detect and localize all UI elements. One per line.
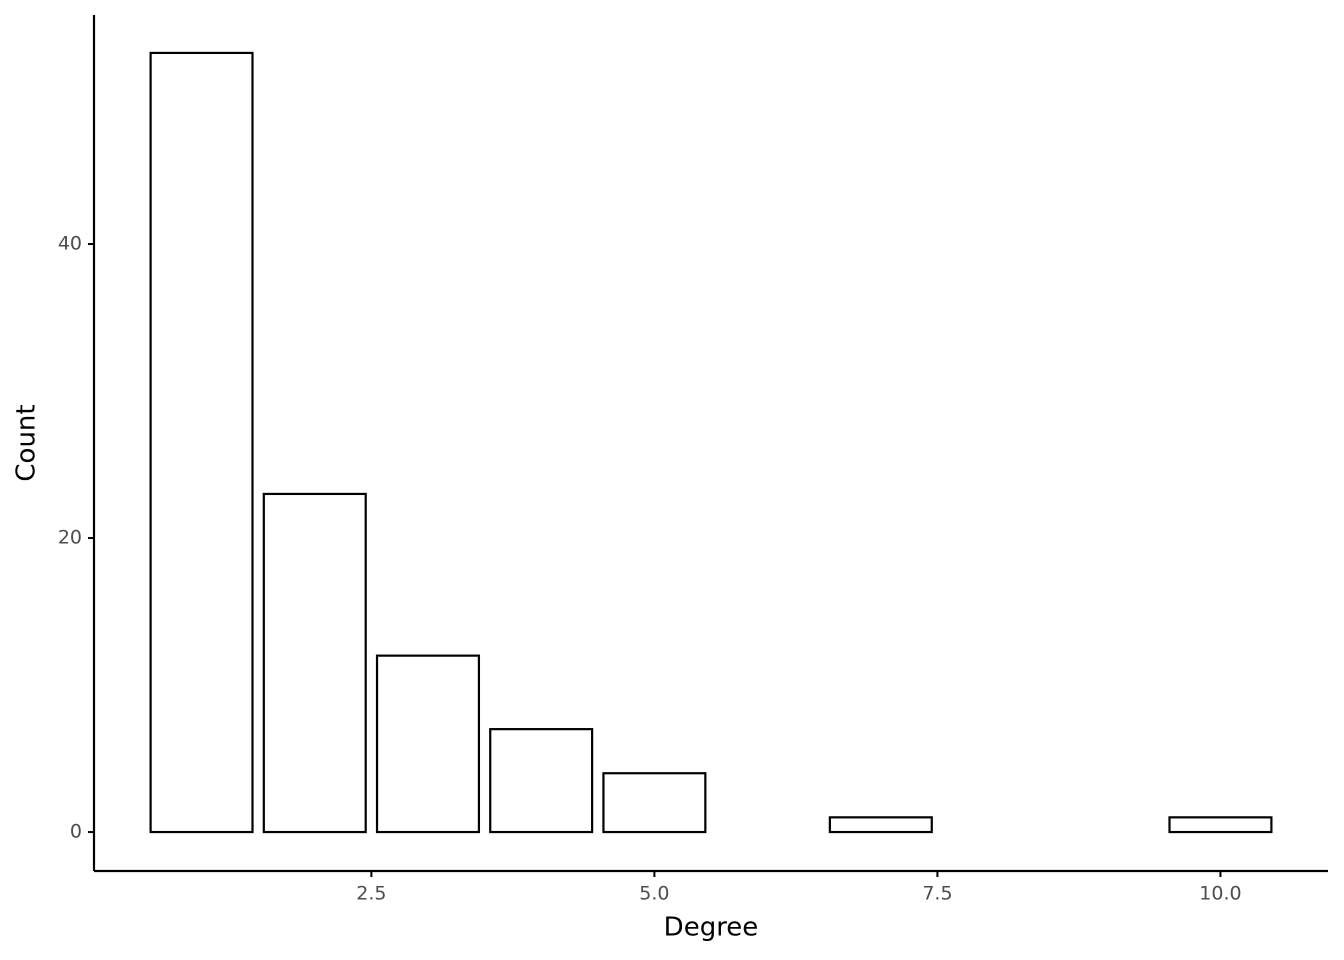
- x-tick-label: 7.5: [922, 883, 952, 905]
- x-tick-label: 10.0: [1199, 883, 1241, 905]
- y-tick-label: 20: [58, 527, 82, 549]
- bar: [375, 654, 481, 834]
- y-axis-title: Count: [12, 404, 42, 481]
- y-tick-label: 0: [70, 821, 82, 843]
- y-tick-label: 40: [58, 233, 82, 255]
- bar: [828, 816, 933, 834]
- bar: [602, 772, 707, 834]
- x-axis-title: Degree: [664, 913, 759, 943]
- bar: [262, 492, 367, 834]
- bar: [1168, 816, 1273, 834]
- x-tick-label: 2.5: [356, 883, 386, 905]
- bar: [149, 51, 254, 834]
- bar: [489, 728, 594, 834]
- x-tick-label: 5.0: [639, 883, 669, 905]
